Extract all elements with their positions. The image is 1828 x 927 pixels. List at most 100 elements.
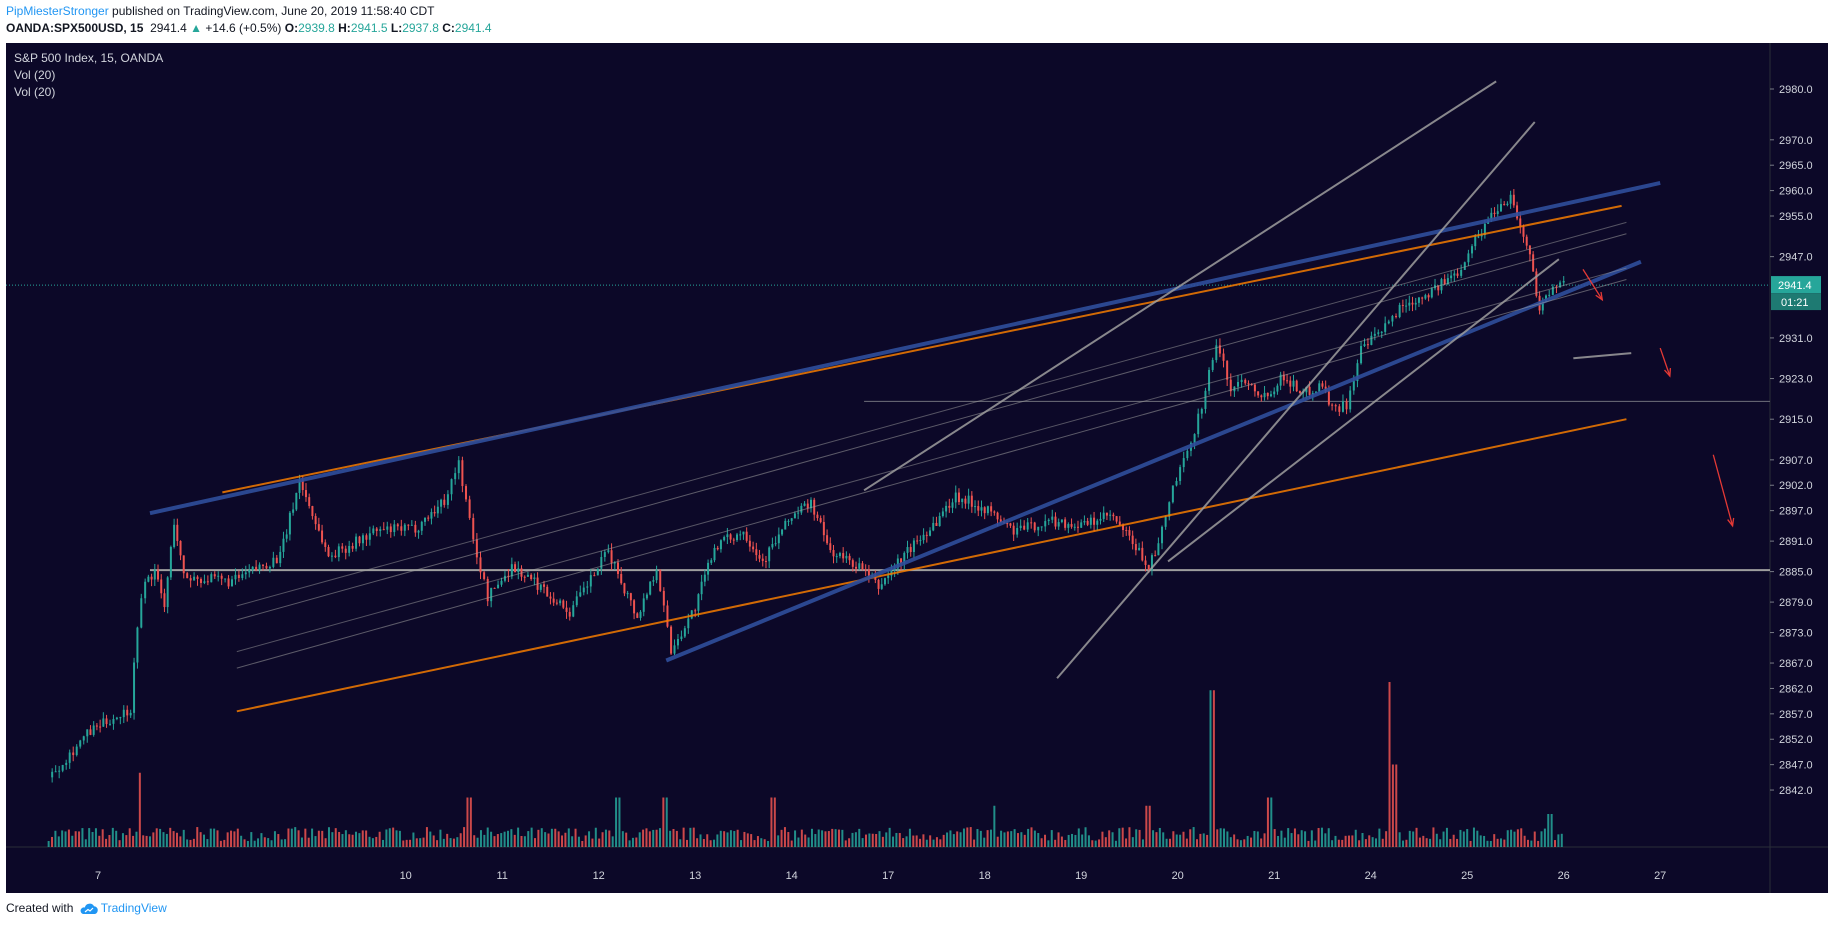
candle-body <box>251 566 254 571</box>
last-price-badge: 2941.4 01:21 <box>1771 276 1821 311</box>
volume-bar <box>1023 834 1026 847</box>
candle-body <box>220 575 223 579</box>
volume-bar <box>946 832 949 847</box>
candle-body <box>687 618 690 629</box>
candle-body <box>1193 434 1196 443</box>
grey-channel-line[interactable] <box>236 267 1627 653</box>
author-link[interactable]: PipMiesterStronger <box>6 4 109 18</box>
volume-bar <box>327 827 330 847</box>
price-tick-label: 2891.0 <box>1779 536 1813 548</box>
volume-bar <box>1125 838 1128 847</box>
candle-body <box>539 584 542 590</box>
volume-bar <box>1405 839 1408 847</box>
grey-channel-line[interactable] <box>236 221 1627 607</box>
grey-trend-line[interactable] <box>1573 352 1632 360</box>
volume-bar <box>54 830 57 847</box>
candle-body <box>761 558 764 561</box>
volume-bar <box>601 832 604 847</box>
volume-bar <box>658 828 661 847</box>
candle-body <box>288 512 291 535</box>
volume-bar <box>935 837 938 847</box>
time-tick-label: 12 <box>593 870 605 882</box>
volume-bar <box>537 829 540 847</box>
grey-trend-line[interactable] <box>236 233 1627 621</box>
volume-bar <box>642 829 645 847</box>
candle-body <box>670 626 673 654</box>
blue-trend-line[interactable] <box>665 259 1642 663</box>
volume-bar <box>915 835 918 847</box>
candle-body <box>1499 204 1502 212</box>
down-arrow[interactable] <box>1659 347 1671 377</box>
candle-body <box>832 550 835 557</box>
candle-body <box>610 550 613 563</box>
volume-bar <box>189 839 192 847</box>
volume-bar <box>317 830 320 847</box>
candle-body <box>1208 369 1211 391</box>
volume-bar <box>534 838 537 847</box>
price-tick-label: 2885.0 <box>1779 567 1813 579</box>
candle-body <box>1366 344 1369 346</box>
price-axis[interactable] <box>1770 43 1828 893</box>
volume-bar <box>1503 839 1506 847</box>
down-arrow[interactable] <box>1712 454 1734 527</box>
candle-body <box>977 506 980 511</box>
drawings-layer <box>149 80 1661 713</box>
volume-bar <box>1429 838 1432 847</box>
candle-body <box>1471 246 1474 254</box>
candle-body <box>461 460 464 487</box>
down-arrow[interactable] <box>1582 268 1603 301</box>
volume-bar <box>422 837 425 847</box>
volume-bar <box>496 834 499 847</box>
volume-bar <box>175 832 178 847</box>
volume-bar <box>871 833 874 847</box>
last-price-badge-box <box>1771 276 1821 294</box>
candle-body <box>169 547 172 578</box>
volume-bar <box>881 836 884 847</box>
legend-volume-1: Vol (20) <box>14 68 55 82</box>
candle-body <box>1535 271 1538 296</box>
volume-bar <box>230 830 233 847</box>
price-tick-label: 2965.0 <box>1779 160 1813 172</box>
orange-trend-line[interactable] <box>236 418 1627 713</box>
price-chart[interactable]: 2980.0 2970.0 2965.0 2960.0 2955.0 2947.0 2931… <box>0 43 1828 893</box>
candle-body <box>414 524 417 533</box>
volume-bar <box>1297 834 1300 847</box>
candle-body <box>1443 279 1446 285</box>
candle-body <box>1345 401 1348 410</box>
grey-trend-line[interactable] <box>1056 121 1536 679</box>
volume-bar <box>608 830 611 847</box>
candle-body <box>645 594 648 599</box>
volume-bar <box>1310 830 1313 847</box>
tradingview-link[interactable]: TradingView <box>100 901 167 915</box>
volume-bar <box>1219 828 1222 847</box>
candle-body <box>662 590 665 606</box>
plot-area[interactable] <box>6 43 1770 847</box>
candle-body <box>1453 273 1456 276</box>
volume-bar <box>625 832 628 847</box>
candle-body <box>1009 523 1012 526</box>
volume-bar <box>338 831 341 847</box>
grey-trend-line[interactable] <box>863 80 1497 492</box>
candle-body <box>382 529 385 531</box>
candle-body <box>157 569 160 580</box>
horizontal-lines-layer <box>6 284 1770 572</box>
candle-body <box>1093 517 1096 525</box>
candle-body <box>633 600 636 614</box>
time-axis[interactable] <box>6 847 1770 893</box>
blue-trend-line[interactable] <box>149 181 1661 516</box>
candle-body <box>864 569 867 571</box>
volume-bar <box>94 828 97 847</box>
volume-bar <box>1060 836 1063 847</box>
candle-body <box>607 550 610 553</box>
volume-layer <box>47 682 1563 847</box>
volume-bar <box>1537 840 1540 847</box>
arrow-head <box>1595 291 1604 302</box>
volume-bar <box>1256 831 1259 847</box>
candle-body <box>1247 383 1250 385</box>
volume-bar <box>1290 833 1293 847</box>
grey-trend-line[interactable] <box>1167 258 1560 563</box>
candle-body <box>514 564 517 573</box>
candle-body <box>893 568 896 571</box>
candle-body <box>1377 332 1380 334</box>
grey-trend-line[interactable] <box>236 279 1627 669</box>
